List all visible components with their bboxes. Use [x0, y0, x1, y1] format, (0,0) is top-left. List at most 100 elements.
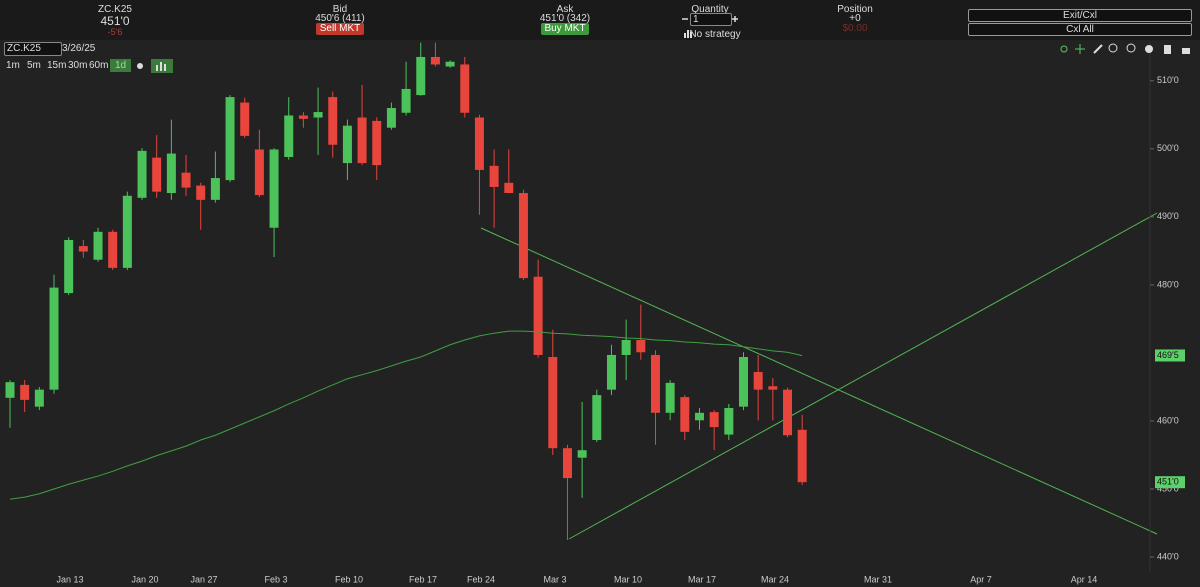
draw-tool[interactable] [1093, 44, 1103, 54]
symbol-input[interactable]: ZC.K25 [4, 42, 62, 56]
x-tick-label: Jan 13 [56, 574, 83, 584]
link-tool[interactable] [1060, 45, 1068, 53]
candle-body [122, 195, 132, 268]
candle-body [166, 153, 176, 194]
candle-body [665, 382, 675, 413]
symbol: ZC.K25 [98, 4, 132, 15]
candle-body [430, 56, 440, 65]
candle-body [49, 287, 59, 390]
zoom-out[interactable] [1126, 43, 1136, 53]
candle-body [5, 382, 15, 398]
candle-body [518, 193, 528, 279]
candle-body [621, 339, 631, 355]
trend-line [480, 227, 1158, 535]
x-tick-label: Mar 24 [761, 574, 789, 584]
candle-body [313, 112, 323, 118]
x-tick-label: Feb 24 [467, 574, 495, 584]
candle-body [78, 246, 88, 252]
chart-options [137, 59, 173, 73]
lock[interactable] [1182, 48, 1190, 54]
price-marker [1155, 476, 1185, 489]
trend-line [568, 212, 1158, 540]
candle-body [783, 389, 793, 436]
sell-button[interactable]: Sell MKT [316, 23, 364, 35]
candle-body [694, 412, 704, 421]
strategy[interactable]: No strategy [689, 29, 741, 40]
last-price: 451'0 [100, 14, 130, 28]
y-tick-label: 500'0 [1157, 143, 1179, 153]
ask-label: Ask [556, 4, 574, 15]
timeframe-button[interactable]: 1d [110, 59, 132, 72]
gear[interactable] [137, 63, 143, 69]
change: -5'6 [107, 27, 123, 37]
zoom-in[interactable] [1108, 43, 1118, 53]
candle-body [342, 125, 352, 164]
candle-body [562, 448, 572, 479]
candle-body [548, 357, 558, 449]
quantity-input[interactable]: 1 [690, 13, 732, 26]
x-tick-label: Mar 17 [688, 574, 716, 584]
candle-body [416, 56, 426, 96]
timeframe-button[interactable]: 15m [47, 60, 67, 71]
date: 3/26/25 [62, 43, 96, 54]
timeframe-button[interactable]: 30m [68, 60, 88, 71]
candle-body [196, 185, 206, 200]
candle-body [254, 149, 264, 196]
candle-body [650, 354, 660, 413]
y-tick-label: 490'0 [1157, 211, 1179, 221]
candle-body [210, 178, 220, 200]
candle-body [328, 97, 338, 145]
candle-body [680, 397, 690, 432]
candle-body [240, 102, 250, 136]
candle-body [401, 88, 411, 113]
candle-body [20, 384, 30, 400]
x-tick-label: Mar 3 [543, 574, 566, 584]
y-tick-label: 440'0 [1157, 551, 1179, 561]
candle-body [269, 149, 279, 228]
x-tick-label: Apr 7 [970, 574, 992, 584]
price-marker-label: 451'0 [1157, 477, 1179, 487]
price-marker-label: 469'5 [1157, 350, 1179, 360]
candle-body [577, 450, 587, 458]
candle-body [284, 115, 294, 157]
candle-body [489, 165, 499, 187]
candle-body [533, 276, 543, 355]
delete[interactable] [1164, 45, 1171, 54]
x-tick-label: Jan 20 [131, 574, 158, 584]
x-tick-label: Mar 31 [864, 574, 892, 584]
timeframe-button[interactable]: 1m [6, 60, 20, 71]
strategy-icon [684, 30, 692, 38]
candle-body [445, 61, 455, 67]
candle-body [753, 371, 763, 390]
candle-body [108, 231, 118, 268]
price-marker [1155, 349, 1185, 362]
timeframe-button[interactable]: 60m [89, 60, 109, 71]
candle-body [504, 182, 514, 194]
candle-body [34, 389, 44, 407]
x-tick-label: Feb 10 [335, 574, 363, 584]
position-label: Position [837, 4, 873, 15]
candle-body [606, 354, 616, 390]
candle-body [152, 157, 162, 192]
timeframe-button[interactable]: 5m [27, 60, 41, 71]
candle-body [372, 120, 382, 166]
buy-button[interactable]: Buy MKT [541, 23, 589, 35]
candle-body [181, 172, 191, 188]
chart-tools [1060, 43, 1190, 54]
candle-body [724, 408, 734, 435]
y-tick-label: 460'0 [1157, 415, 1179, 425]
cancel-all-button[interactable]: Cxl All [968, 23, 1192, 36]
x-tick-label: Feb 3 [264, 574, 287, 584]
candle-body [460, 64, 470, 113]
settings[interactable] [1145, 45, 1153, 53]
candle-body [739, 357, 748, 407]
candle-body [93, 231, 103, 260]
exit-button[interactable]: Exit/Cxl [968, 9, 1192, 22]
x-tick-label: Apr 14 [1071, 574, 1098, 584]
moving-average [9, 330, 803, 500]
candle-body [709, 412, 719, 428]
quantity-label: Quantity [691, 4, 729, 15]
pnl: $0.00 [842, 23, 868, 34]
